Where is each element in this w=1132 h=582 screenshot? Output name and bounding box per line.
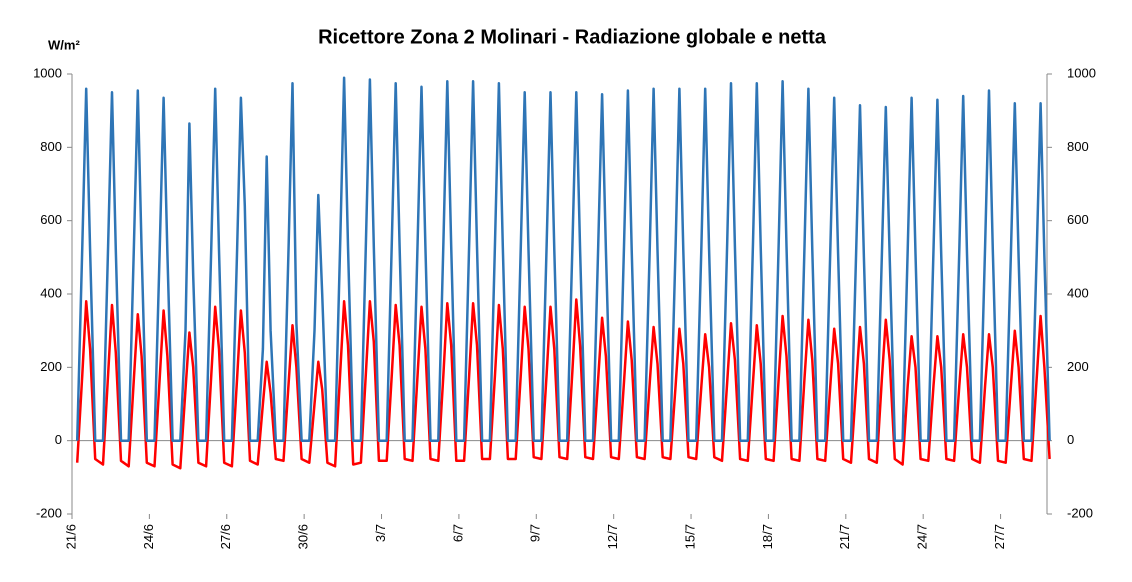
series-line: [75, 76, 1051, 442]
x-tick-label: 24/6: [141, 524, 156, 549]
y-tick-label: 1000: [33, 65, 62, 80]
y2-tick-label: 800: [1067, 139, 1089, 154]
y-tick-label: 800: [40, 139, 62, 154]
x-tick-label: 15/7: [682, 524, 697, 549]
series-line: [75, 298, 1051, 470]
x-tick-label: 30/6: [296, 524, 311, 549]
x-tick-label: 21/6: [63, 524, 78, 549]
y-tick-label: 0: [55, 432, 62, 447]
x-tick-label: 18/7: [760, 524, 775, 549]
y-tick-label: 200: [40, 359, 62, 374]
y-tick-label: 600: [40, 212, 62, 227]
y2-tick-label: -200: [1067, 505, 1093, 520]
y2-tick-label: 1000: [1067, 65, 1096, 80]
y2-tick-label: 400: [1067, 285, 1089, 300]
x-tick-label: 24/7: [915, 524, 930, 549]
y2-tick-label: 200: [1067, 359, 1089, 374]
y-tick-label: 400: [40, 285, 62, 300]
y2-tick-label: 0: [1067, 432, 1074, 447]
y-tick-label: -200: [36, 505, 62, 520]
x-tick-label: 21/7: [837, 524, 852, 549]
chart-title: Ricettore Zona 2 Molinari - Radiazione g…: [318, 26, 827, 48]
x-tick-label: 6/7: [450, 524, 465, 542]
x-tick-label: 27/7: [992, 524, 1007, 549]
y-axis-label: W/m²: [48, 37, 80, 52]
x-tick-label: 27/6: [218, 524, 233, 549]
y2-tick-label: 600: [1067, 212, 1089, 227]
x-tick-label: 9/7: [528, 524, 543, 542]
x-tick-label: 3/7: [373, 524, 388, 542]
x-tick-label: 12/7: [605, 524, 620, 549]
